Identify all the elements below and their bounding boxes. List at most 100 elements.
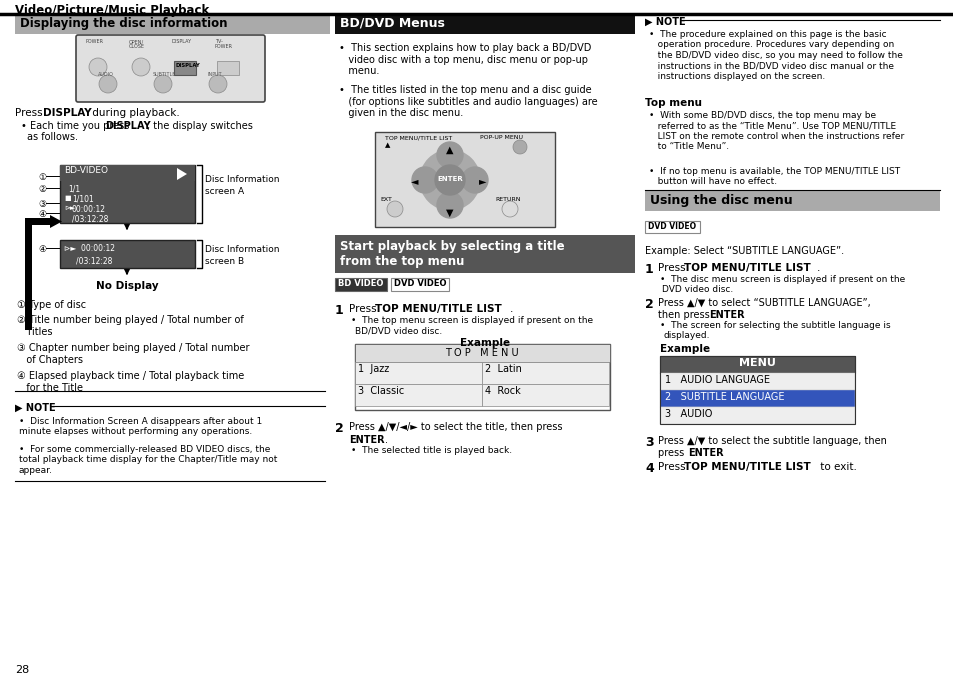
Text: •  For some commercially-released BD VIDEO discs, the
total playback time displa: • For some commercially-released BD VIDE…	[19, 445, 277, 475]
Text: 1/1: 1/1	[68, 185, 80, 194]
Text: Press ▲/▼ to select the subtitle language, then: Press ▲/▼ to select the subtitle languag…	[658, 436, 886, 446]
Bar	[335, 14, 635, 34]
Text: •  The disc menu screen is displayed if present on the: • The disc menu screen is displayed if p…	[659, 275, 904, 284]
Text: /03:12:28: /03:12:28	[76, 256, 112, 265]
Text: , the display switches: , the display switches	[147, 121, 253, 131]
Text: AUDIO: AUDIO	[98, 72, 113, 77]
Text: 2  Latin: 2 Latin	[484, 364, 521, 374]
Text: ▼: ▼	[446, 208, 454, 218]
Text: POP-UP MENU: POP-UP MENU	[479, 135, 522, 140]
Text: Example: Example	[659, 344, 709, 354]
Text: ② Title number being played / Total number of
   Titles: ② Title number being played / Total numb…	[17, 315, 244, 337]
Text: DVD VIDEO: DVD VIDEO	[647, 222, 696, 231]
Bar	[60, 165, 194, 223]
Bar	[481, 362, 608, 384]
Text: POWER: POWER	[214, 44, 233, 49]
Text: DISPLAY: DISPLAY	[43, 108, 91, 118]
Bar	[335, 235, 635, 273]
Text: 1/101: 1/101	[71, 195, 93, 204]
Text: TOP MENU/TITLE LIST: TOP MENU/TITLE LIST	[683, 462, 810, 472]
Polygon shape	[50, 215, 62, 228]
Text: OPEN/: OPEN/	[129, 39, 144, 44]
Text: ③ Chapter number being played / Total number
   of Chapters: ③ Chapter number being played / Total nu…	[17, 343, 250, 364]
Text: ⊳►  00:00:12: ⊳► 00:00:12	[64, 244, 115, 253]
Text: 3   AUDIO: 3 AUDIO	[664, 409, 712, 419]
Text: • Each time you press: • Each time you press	[21, 121, 132, 131]
Text: Start playback by selecting a title: Start playback by selecting a title	[339, 240, 564, 253]
Text: ►: ►	[478, 176, 486, 186]
Circle shape	[435, 165, 464, 195]
Bar	[173, 61, 195, 75]
Text: DISPLAY: DISPLAY	[105, 121, 151, 131]
Text: Press: Press	[658, 263, 688, 273]
Bar	[25, 218, 32, 330]
Text: screen A: screen A	[205, 187, 244, 196]
Text: BD VIDEO: BD VIDEO	[337, 279, 383, 288]
Text: .: .	[385, 435, 388, 445]
Circle shape	[209, 75, 227, 93]
Text: 1   AUDIO LANGUAGE: 1 AUDIO LANGUAGE	[664, 375, 769, 385]
Text: •  Disc Information Screen A disappears after about 1
minute elapses without per: • Disc Information Screen A disappears a…	[19, 417, 262, 437]
Text: ①: ①	[38, 173, 46, 182]
FancyBboxPatch shape	[76, 35, 265, 102]
Text: 2: 2	[335, 422, 343, 435]
Text: Press ▲/▼ to select “SUBTITLE LANGUAGE”,: Press ▲/▼ to select “SUBTITLE LANGUAGE”,	[658, 298, 870, 308]
Text: 28: 28	[15, 665, 30, 675]
Bar	[60, 165, 194, 181]
Text: DVD video disc.: DVD video disc.	[661, 285, 733, 294]
Bar	[391, 278, 449, 291]
Circle shape	[132, 58, 150, 76]
Polygon shape	[177, 168, 187, 180]
Text: to exit.: to exit.	[816, 462, 856, 472]
Circle shape	[387, 201, 402, 217]
Text: ▶ NOTE: ▶ NOTE	[644, 17, 685, 27]
Text: Press: Press	[658, 462, 688, 472]
Text: SUBTITLE: SUBTITLE	[152, 72, 176, 77]
Text: Example: Select “SUBTITLE LANGUAGE”.: Example: Select “SUBTITLE LANGUAGE”.	[644, 246, 843, 256]
Text: ■: ■	[64, 195, 71, 201]
Text: 1: 1	[644, 263, 653, 276]
Circle shape	[436, 192, 462, 218]
Text: press: press	[658, 448, 687, 458]
Bar	[659, 356, 854, 424]
Text: ENTER: ENTER	[349, 435, 384, 445]
Bar	[15, 14, 330, 34]
Text: T O P   M E N U: T O P M E N U	[445, 348, 518, 358]
Circle shape	[89, 58, 107, 76]
Text: •  The top menu screen is displayed if present on the: • The top menu screen is displayed if pr…	[351, 316, 593, 325]
Bar	[659, 390, 854, 407]
Text: ②: ②	[38, 185, 46, 194]
Bar	[355, 384, 481, 406]
Text: 3: 3	[644, 436, 653, 449]
Text: TOP MENU/TITLE LIST: TOP MENU/TITLE LIST	[385, 135, 452, 140]
Text: .: .	[720, 448, 723, 458]
Text: Disc Information: Disc Information	[205, 175, 279, 184]
Text: EXT: EXT	[379, 197, 392, 202]
Text: 2   SUBTITLE LANGUAGE: 2 SUBTITLE LANGUAGE	[664, 392, 783, 402]
Bar	[335, 278, 387, 291]
Text: Disc Information: Disc Information	[205, 245, 279, 254]
Text: POWER: POWER	[86, 39, 104, 44]
Text: 2: 2	[644, 298, 653, 311]
Text: displayed.: displayed.	[663, 331, 710, 340]
Text: /03:12:28: /03:12:28	[71, 215, 109, 224]
Text: RETURN: RETURN	[495, 197, 520, 202]
Circle shape	[153, 75, 172, 93]
Text: BD/DVD video disc.: BD/DVD video disc.	[355, 326, 442, 335]
Text: DVD VIDEO: DVD VIDEO	[394, 279, 446, 288]
Text: ▲: ▲	[385, 142, 390, 148]
Text: .: .	[816, 263, 820, 273]
Text: 3  Classic: 3 Classic	[357, 386, 404, 396]
Circle shape	[513, 140, 526, 154]
Bar	[644, 221, 700, 233]
Circle shape	[412, 167, 437, 193]
Bar	[355, 344, 609, 410]
Bar	[355, 344, 609, 362]
Text: 4: 4	[644, 462, 653, 475]
Text: DISPLAY: DISPLAY	[172, 39, 192, 44]
Text: TV-: TV-	[214, 39, 223, 44]
Text: TOP MENU/TITLE LIST: TOP MENU/TITLE LIST	[375, 304, 501, 314]
Bar	[25, 218, 50, 225]
Text: •  The procedure explained on this page is the basic
   operation procedure. Pro: • The procedure explained on this page i…	[648, 30, 902, 80]
Text: during playback.: during playback.	[89, 108, 179, 118]
